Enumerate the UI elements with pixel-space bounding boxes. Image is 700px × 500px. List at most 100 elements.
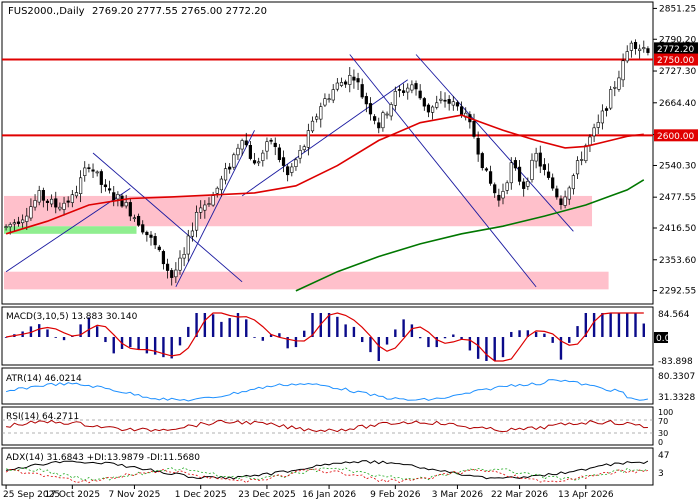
di-minus-line	[5, 468, 648, 484]
candle-body	[62, 202, 66, 210]
macd-histogram-bar	[410, 324, 414, 337]
candle-body	[455, 102, 460, 107]
atr-label: ATR(14) 46.0214	[6, 374, 82, 384]
candle-body	[368, 103, 373, 115]
candle-body	[348, 75, 352, 85]
candle-body	[385, 113, 389, 116]
candle-body	[95, 171, 99, 174]
candle-body	[153, 236, 157, 246]
macd-histogram-bar	[352, 326, 356, 337]
chart-header-ohlc: 2769.20 2777.55 2765.00 2772.20	[92, 6, 267, 17]
time-tick-label: 1 Dec 2025	[175, 490, 227, 500]
candle-body	[596, 122, 600, 128]
rsi-tick-70: 70	[658, 417, 668, 426]
candle-body	[25, 215, 29, 222]
candle-body	[439, 98, 443, 101]
time-tick-label: 22 Mar 2026	[491, 490, 548, 500]
candle-body	[83, 167, 87, 176]
moving-averages	[5, 114, 645, 292]
candle-body	[124, 202, 128, 207]
candle-body	[252, 160, 257, 164]
level-tag-label-1: 2600.00	[657, 132, 694, 142]
candle-body	[33, 200, 37, 208]
time-tick-label: 13 Apr 2026	[558, 490, 614, 500]
support-zone-0	[4, 195, 593, 227]
candle-body	[356, 78, 360, 83]
candle-body	[484, 168, 489, 171]
candle-body	[443, 99, 447, 102]
time-tick-label: 9 Feb 2026	[370, 490, 421, 500]
candle-body	[50, 198, 54, 205]
macd-histogram-bar	[137, 337, 140, 350]
candle-body	[364, 96, 368, 105]
trend-line-2	[175, 130, 255, 288]
time-tick-label: 16 Jan 2026	[302, 490, 356, 500]
macd-histogram-bar	[543, 333, 546, 337]
macd-histogram-bar	[460, 337, 463, 340]
price-panel: FUS2000.,Daily 2769.20 2777.55 2765.00 2…	[1, 1, 698, 305]
macd-tick-zero: 0.00	[656, 334, 676, 344]
rsi-panel: RSI(14) 64.2711 100 70 30 0	[1, 406, 673, 447]
macd-histogram-bar	[418, 337, 422, 339]
macd-histogram-bar	[303, 330, 306, 337]
candle-body	[414, 83, 418, 90]
last-price-tag	[654, 42, 698, 55]
candle-body	[509, 162, 513, 184]
candle-body	[352, 76, 356, 81]
candle-body	[161, 251, 166, 265]
candle-body	[194, 211, 199, 231]
candle-body	[112, 192, 116, 201]
macd-histogram-bar	[62, 337, 66, 341]
candle-body	[182, 253, 186, 259]
macd-histogram-bar	[443, 337, 447, 339]
candle-body	[551, 177, 555, 189]
candle-body	[294, 159, 298, 167]
candle-body	[505, 182, 509, 191]
macd-zero-tag	[654, 332, 668, 343]
candle-body	[377, 122, 381, 129]
rsi-tick-0: 0	[658, 438, 663, 447]
macd-histogram-bar	[360, 337, 364, 343]
macd-histogram-bar	[501, 337, 505, 358]
candle-body	[281, 157, 286, 166]
candle-body	[240, 140, 244, 150]
rsi-label: RSI(14) 64.2711	[6, 412, 79, 422]
candle-body	[555, 188, 559, 198]
candle-body	[319, 106, 323, 120]
rsi-panel-frame	[1, 406, 654, 446]
candle-body	[228, 166, 232, 170]
candle-body	[302, 146, 306, 151]
candle-body	[87, 167, 91, 169]
candle-body	[609, 89, 613, 109]
candle-body	[613, 86, 617, 89]
candle-body	[389, 104, 393, 117]
macd-histogram-bar	[344, 324, 347, 337]
candle-body	[422, 98, 426, 107]
adx-tick-top: 47	[658, 451, 669, 461]
candle-body	[575, 160, 580, 175]
macd-histogram-bar	[95, 326, 99, 337]
candle-body	[107, 188, 112, 191]
candle-body	[459, 106, 464, 115]
candle-body	[451, 101, 455, 106]
candle-body	[70, 194, 74, 203]
adx-label: ADX(14) 31.6843 +DI:13.9879 -DI:11.5680	[6, 453, 200, 463]
candle-body	[45, 200, 50, 203]
candle-body	[186, 235, 190, 255]
candle-body	[592, 127, 596, 137]
candle-body	[149, 234, 153, 238]
candle-body	[526, 180, 530, 187]
candle-body	[277, 147, 281, 160]
time-tick-label: 25 Sep 2025	[3, 490, 60, 500]
price-tick-label: 2353.60	[659, 256, 696, 266]
macd-histogram-bar	[510, 331, 513, 337]
candle-body	[128, 202, 132, 217]
trend-line-5	[415, 54, 574, 232]
candle-body	[174, 269, 178, 278]
candle-body	[534, 152, 538, 162]
macd-histogram-bar	[435, 337, 438, 348]
macd-histogram-bar	[286, 337, 289, 349]
level-tag-label-0: 2750.00	[657, 56, 694, 66]
candle-body	[58, 206, 62, 210]
price-tick-label: 2664.40	[659, 99, 696, 109]
